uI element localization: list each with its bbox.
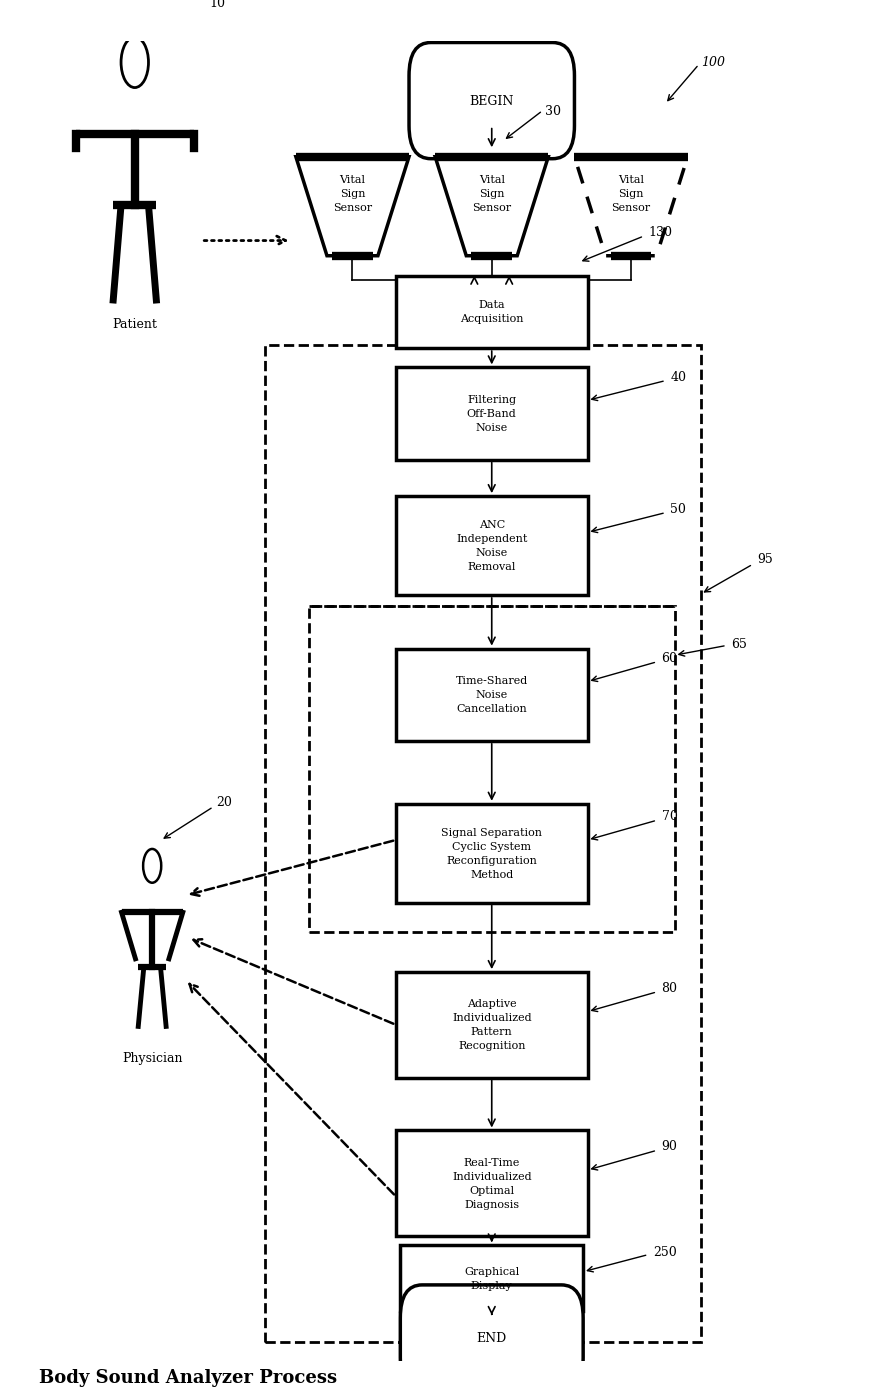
Text: 80: 80 (661, 982, 677, 995)
Text: Adaptive
Individualized
Pattern
Recognition: Adaptive Individualized Pattern Recognit… (451, 999, 531, 1051)
Text: 60: 60 (661, 651, 677, 664)
Bar (395, 1131, 587, 1236)
Text: Filtering
Off-Band
Noise: Filtering Off-Band Noise (466, 394, 516, 433)
Bar (395, 804, 587, 903)
Text: Patient: Patient (112, 318, 157, 331)
Text: ANC
Independent
Noise
Removal: ANC Independent Noise Removal (456, 519, 527, 572)
Text: Real-Time
Individualized
Optimal
Diagnosis: Real-Time Individualized Optimal Diagnos… (451, 1157, 531, 1210)
Bar (399, 1246, 582, 1311)
Polygon shape (296, 157, 408, 256)
Text: Vital
Sign
Sensor: Vital Sign Sensor (333, 175, 371, 213)
Bar (395, 972, 587, 1078)
Bar (395, 496, 587, 596)
Text: 70: 70 (661, 810, 677, 822)
Text: 50: 50 (669, 503, 686, 515)
Bar (265, 346, 700, 1342)
FancyBboxPatch shape (408, 43, 574, 160)
Text: 95: 95 (757, 553, 772, 565)
Text: Body Sound Analyzer Process: Body Sound Analyzer Process (39, 1368, 337, 1386)
Text: 90: 90 (661, 1140, 677, 1153)
Bar (395, 649, 587, 742)
Text: Graphical
Display: Graphical Display (464, 1267, 519, 1290)
Text: 100: 100 (701, 56, 724, 68)
Text: 20: 20 (216, 796, 232, 810)
Polygon shape (574, 157, 687, 256)
Text: Physician: Physician (122, 1051, 183, 1065)
Text: Time-Shared
Noise
Cancellation: Time-Shared Noise Cancellation (455, 676, 528, 714)
Text: BEGIN: BEGIN (469, 94, 514, 107)
Bar (308, 607, 673, 932)
Text: Signal Separation
Cyclic System
Reconfiguration
Method: Signal Separation Cyclic System Reconfig… (441, 828, 542, 879)
Text: 10: 10 (209, 0, 225, 10)
Text: 130: 130 (648, 226, 672, 239)
Text: Vital
Sign
Sensor: Vital Sign Sensor (611, 175, 650, 213)
Text: 65: 65 (730, 638, 746, 650)
Polygon shape (435, 157, 548, 256)
Text: Data
Acquisition: Data Acquisition (459, 300, 523, 324)
Text: 250: 250 (652, 1246, 676, 1258)
Text: END: END (476, 1331, 507, 1345)
Bar (395, 276, 587, 349)
Bar (395, 368, 587, 460)
Text: Vital
Sign
Sensor: Vital Sign Sensor (471, 175, 511, 213)
Text: 40: 40 (669, 371, 686, 383)
FancyBboxPatch shape (399, 1285, 582, 1389)
Text: 30: 30 (544, 104, 560, 118)
